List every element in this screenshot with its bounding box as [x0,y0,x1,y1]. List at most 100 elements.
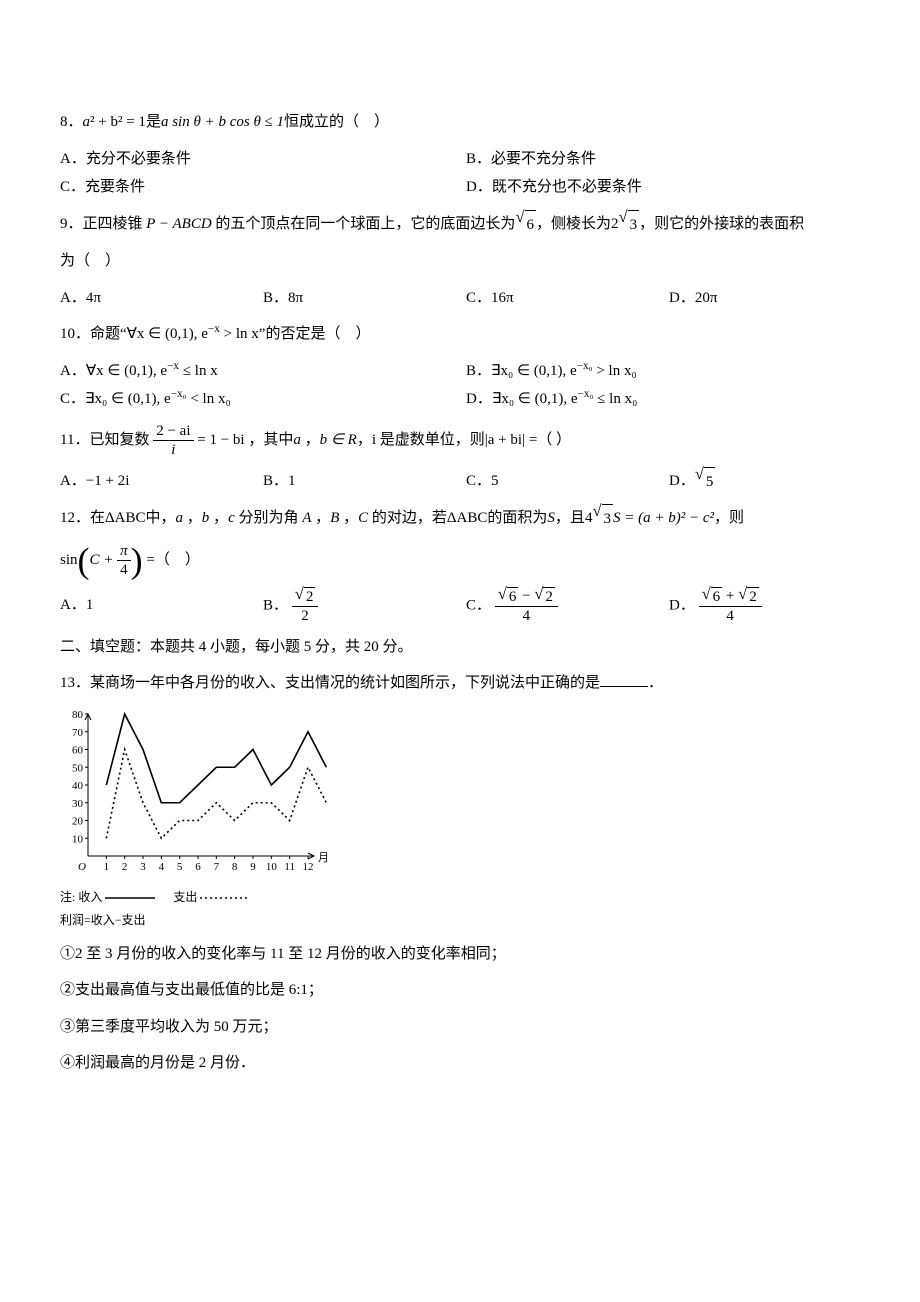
question-13: 13．某商场一年中各月份的收入、支出情况的统计如图所示，下列说法中正确的是． [60,669,872,698]
q8-option-c: C．充要条件 [60,173,466,202]
q9-stem-d: ，则它的外接球的表面积 [639,216,804,232]
q9-d-pre: D． [669,290,695,306]
q11-option-c: C．5 [466,467,669,497]
q12-stem-g: ，则 [714,510,744,526]
q9-c-pre: C． [466,290,491,306]
q12-c-den: 4 [495,607,558,625]
q12-c-num-b: 2 [543,587,555,606]
q12-a: a [176,510,184,526]
q12-pi4: π4 [117,542,131,579]
q12-tri2: ΔABC [447,510,488,526]
q12-S: S [547,510,555,526]
q11-option-a: A．−1 + 2i [60,467,263,497]
q12-line2: sin(C + π4) =（ ） [60,542,872,579]
q10-d-pre: D． [466,391,492,407]
q12-a-pre: A． [60,597,86,613]
q8-option-b: B．必要不充分条件 [466,145,872,174]
q11-a-pre: A． [60,473,86,489]
q8-options-row1: A．充分不必要条件 B．必要不充分条件 [60,145,872,174]
q9-stem-a: 9．正四棱锥 [60,216,143,232]
question-10: 10．命题“∀x ∈ (0,1), e−x > ln x”的否定是（ ） [60,320,872,349]
q9-sqrt3: √3 [619,210,640,240]
q10-option-b: B．∃x₀ ∈ (0,1), e−x₀ > ln x₀ [466,357,872,386]
question-11: 11．已知复数 2 − ai i = 1 − bi ，其中a ，b ∈ R，i … [60,422,872,459]
q12-B: B [330,510,339,526]
q8-stem-prefix: 8． [60,114,83,130]
question-9: 9．正四棱锥 P − ABCD 的五个顶点在同一个球面上，它的底面边长为√6，侧… [60,210,872,240]
q13-statement-2: ②支出最高值与支出最低值的比是 6:1； [60,976,872,1005]
svg-text:12: 12 [303,861,314,873]
q13-statement-1: ①2 至 3 月份的收入的变化率与 11 至 12 月份的收入的变化率相同； [60,940,872,969]
q12-b-num: √2 [292,587,319,607]
q11-stem-d: =（ ） [525,431,571,447]
q10-b-m2: > ln x₀ [593,363,637,379]
q9-option-c: C．16π [466,284,669,313]
q11-eq: = 1 − bi ，其中 [194,431,294,447]
q10-b-exp: −x₀ [577,360,593,372]
q12-d-den: 4 [699,607,762,625]
q12-b-num-val: 2 [304,587,316,606]
q8-stem-is: 是 [146,114,161,130]
q10-m1b: > ln x [220,326,259,342]
q11-c-pre: C． [466,473,491,489]
svg-text:40: 40 [72,780,84,792]
q12-sqrt3: √3 [592,504,613,534]
q10-options-row2: C．∃x₀ ∈ (0,1), e−x₀ < ln x₀ D．∃x₀ ∈ (0,1… [60,385,872,414]
svg-text:月: 月 [318,852,329,864]
q11-option-b: B．1 [263,467,466,497]
q12-d-frac: √6 + √2 4 [699,587,762,625]
q9-stem-b: 的五个顶点在同一个球面上，它的底面边长为 [215,216,515,232]
q10-a-m2: ≤ ln x [179,363,218,379]
q12-pi-den: 4 [117,561,131,579]
q12-tri1: ΔABC [105,510,146,526]
svg-text:O: O [78,861,86,873]
q12-stem-f: ，且 [555,510,585,526]
q10-stem-a: 10．命题“ [60,326,127,342]
q12-stem-e: 的面积为 [487,510,547,526]
q12-stem-c: 分别为角 [235,510,303,526]
q10-a-exp: −x [167,360,179,372]
q12-options: A．1 B． √2 2 C． √6 − √2 4 D． √6 + √2 4 [60,587,872,625]
question-12: 12．在ΔABC中，a ，b ，c 分别为角 A ，B ，C 的对边，若ΔABC… [60,504,872,534]
q12-pi-num: π [117,542,131,561]
q10-c-exp: −x₀ [171,388,187,400]
q10-d-m1: ∃x₀ ∈ (0,1), e [492,391,578,407]
q12-c-num-a: 6 [507,587,519,606]
q9-option-d: D．20π [669,284,872,313]
q13-statement-4: ④利润最高的月份是 2 月份． [60,1049,872,1078]
chart-legend-line: 注: 收入 支出 [60,886,872,909]
q12-d-num-mid: + [722,588,738,604]
q12-option-c: C． √6 − √2 4 [466,587,669,625]
q12-lparen: ( [78,540,90,580]
q12-c-pre: C． [466,597,491,613]
q13-stem: 13．某商场一年中各月份的收入、支出情况的统计如图所示，下列说法中正确的是 [60,675,600,691]
question-8: 8．a² + b² = 1是a sin θ + b cos θ ≤ 1恒成立的（… [60,108,872,137]
svg-text:6: 6 [195,861,201,873]
svg-text:10: 10 [266,861,278,873]
svg-text:11: 11 [284,861,295,873]
q8-options-row2: C．充要条件 D．既不充分也不必要条件 [60,173,872,202]
q10-c-m1: ∃x₀ ∈ (0,1), e [85,391,171,407]
svg-text:50: 50 [72,762,84,774]
q12-option-b: B． √2 2 [263,587,466,625]
q11-b-in-R: b ∈ R [320,431,357,447]
q12-c-num: √6 − √2 [495,587,558,607]
svg-text:5: 5 [177,861,183,873]
q10-m1: ∀x ∈ (0,1), e [127,326,208,342]
q10-c-pre: C． [60,391,85,407]
q11-c-val: 5 [491,473,499,489]
q11-comma: ， [301,431,320,447]
q12-d-num-b: 2 [747,587,759,606]
q9-option-b: B．8π [263,284,466,313]
q9-two: 2 [611,216,619,232]
q9-sqrt6-val: 6 [525,210,537,240]
q11-fraction: 2 − ai i [153,422,193,459]
q10-option-c: C．∃x₀ ∈ (0,1), e−x₀ < ln x₀ [60,385,466,414]
q10-a-pre: A． [60,363,86,379]
svg-text:60: 60 [72,744,84,756]
q9-a-val: 4π [86,290,101,306]
svg-text:70: 70 [72,726,84,738]
exam-page: 8．a² + b² = 1是a sin θ + b cos θ ≤ 1恒成立的（… [0,0,920,1146]
svg-text:20: 20 [72,815,84,827]
q10-options-row1: A．∀x ∈ (0,1), e−x ≤ ln x B．∃x₀ ∈ (0,1), … [60,357,872,386]
